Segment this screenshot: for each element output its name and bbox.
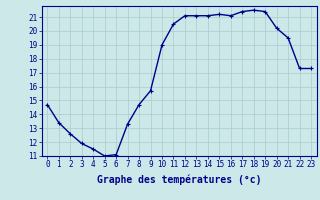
X-axis label: Graphe des températures (°c): Graphe des températures (°c) — [97, 175, 261, 185]
